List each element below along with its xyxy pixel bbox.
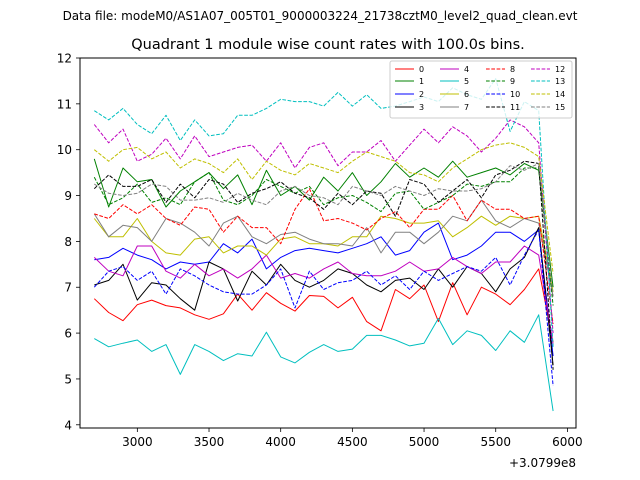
legend-label-7: 7 bbox=[464, 103, 469, 112]
y-tick-label: 12 bbox=[57, 52, 72, 66]
legend-label-1: 1 bbox=[419, 77, 424, 86]
legend-label-11: 11 bbox=[510, 103, 520, 112]
legend-label-13: 13 bbox=[555, 77, 565, 86]
x-tick-label: 4000 bbox=[265, 435, 296, 449]
y-tick-label: 7 bbox=[64, 281, 72, 295]
legend-label-10: 10 bbox=[510, 90, 520, 99]
y-tick-label: 4 bbox=[64, 418, 72, 432]
suptitle: Data file: modeM0/AS1A07_005T01_90000032… bbox=[63, 9, 578, 23]
series-line-12 bbox=[93, 119, 554, 334]
series-line-15 bbox=[94, 163, 554, 297]
legend-label-2: 2 bbox=[419, 90, 424, 99]
y-tick-label: 9 bbox=[64, 189, 72, 203]
legend-label-0: 0 bbox=[419, 65, 424, 74]
series-line-4 bbox=[93, 245, 554, 345]
series-line-10 bbox=[93, 229, 554, 386]
y-tick-label: 5 bbox=[64, 372, 72, 386]
series-line-14 bbox=[93, 142, 554, 274]
x-tick-label: 3500 bbox=[194, 435, 225, 449]
legend-label-14: 14 bbox=[555, 90, 565, 99]
x-tick-label: 5000 bbox=[409, 435, 440, 449]
legend-label-8: 8 bbox=[510, 65, 515, 74]
x-tick-label: 4500 bbox=[337, 435, 368, 449]
legend-label-12: 12 bbox=[555, 65, 565, 74]
series-line-0 bbox=[93, 268, 554, 343]
axes-frame bbox=[79, 57, 577, 429]
series-lines bbox=[93, 78, 554, 412]
y-tick-label: 10 bbox=[57, 143, 72, 157]
chart-title: Quadrant 1 module wise count rates with … bbox=[131, 37, 525, 53]
legend-label-3: 3 bbox=[419, 103, 424, 112]
x-tick-label: 5500 bbox=[480, 435, 511, 449]
series-line-5 bbox=[94, 314, 554, 412]
series-line-9 bbox=[93, 167, 554, 306]
legend-label-5: 5 bbox=[464, 77, 469, 86]
y-tick-label: 11 bbox=[57, 97, 72, 111]
series-line-1 bbox=[93, 158, 554, 288]
legend-label-15: 15 bbox=[555, 103, 565, 112]
series-line-11 bbox=[93, 160, 554, 370]
x-tick-label: 6000 bbox=[552, 435, 583, 449]
legend-box bbox=[389, 60, 573, 119]
x-tick-label: 3000 bbox=[122, 435, 153, 449]
legend-label-6: 6 bbox=[464, 90, 469, 99]
legend-label-4: 4 bbox=[464, 65, 469, 74]
y-tick-label: 6 bbox=[64, 327, 72, 341]
x-offset-label: +3.0799e8 bbox=[509, 456, 576, 470]
series-line-2 bbox=[94, 222, 554, 357]
y-axis-ticks: 4 5 6 7 8 9 10 11 12 bbox=[57, 52, 80, 432]
series-line-8 bbox=[94, 188, 554, 324]
y-tick-label: 8 bbox=[64, 235, 72, 249]
plot-area: 3000 3500 4000 4500 5000 5500 6000 45678910111… bbox=[57, 52, 583, 471]
legend-label-9: 9 bbox=[510, 77, 515, 86]
x-axis-ticks: 3000 3500 4000 4500 5000 5500 6000 bbox=[122, 428, 583, 449]
